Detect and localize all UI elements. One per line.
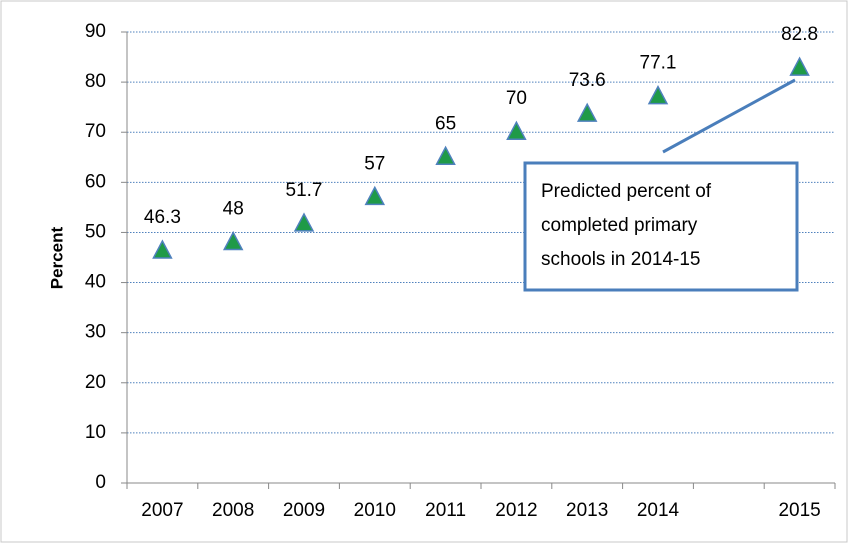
x-tick-label: 2010 (354, 500, 396, 521)
y-tick-label: 0 (95, 472, 106, 493)
y-tick-label: 30 (85, 322, 106, 343)
annotation-text: schools in 2014-15 (541, 249, 701, 270)
annotation-text: completed primary (541, 215, 698, 236)
data-label: 46.3 (144, 207, 181, 228)
y-tick-label: 40 (85, 272, 106, 293)
data-label: 82.8 (781, 24, 818, 45)
data-label: 77.1 (640, 53, 677, 74)
marker (364, 185, 386, 206)
x-tick-label: 2012 (495, 500, 537, 521)
y-axis-label: Percent (47, 226, 66, 289)
y-tick-label: 80 (85, 71, 106, 92)
marker (576, 102, 598, 122)
data-label: 65 (435, 113, 456, 134)
x-tick-label: 2007 (141, 500, 183, 521)
y-tick-label: 90 (85, 21, 106, 42)
y-tick-label: 50 (85, 221, 106, 242)
x-tick-label: 2009 (283, 500, 325, 521)
data-label: 57 (364, 153, 385, 174)
x-tick-label: 2014 (637, 500, 680, 521)
data-label: 51.7 (286, 180, 323, 201)
marker (222, 230, 244, 251)
annotation-text: Predicted percent of (541, 181, 712, 202)
y-tick-label: 70 (85, 121, 106, 142)
y-tick-label: 20 (85, 372, 106, 393)
marker (293, 212, 315, 232)
x-tick-label: 2011 (425, 500, 466, 521)
annotation-arrow (662, 78, 796, 154)
y-tick-label: 10 (85, 422, 106, 443)
marker (647, 85, 669, 105)
marker (152, 239, 173, 259)
marker (435, 145, 456, 166)
x-tick-label: 2013 (566, 500, 608, 521)
data-label: 48 (223, 198, 244, 219)
y-tick-label: 60 (85, 171, 106, 192)
marker (506, 120, 527, 140)
annotation-box (523, 161, 799, 292)
x-tick-label: 2015 (778, 500, 820, 521)
x-tick-label: 2008 (212, 500, 254, 521)
data-label: 73.6 (569, 70, 606, 91)
data-label: 70 (506, 88, 527, 109)
marker (789, 56, 810, 76)
